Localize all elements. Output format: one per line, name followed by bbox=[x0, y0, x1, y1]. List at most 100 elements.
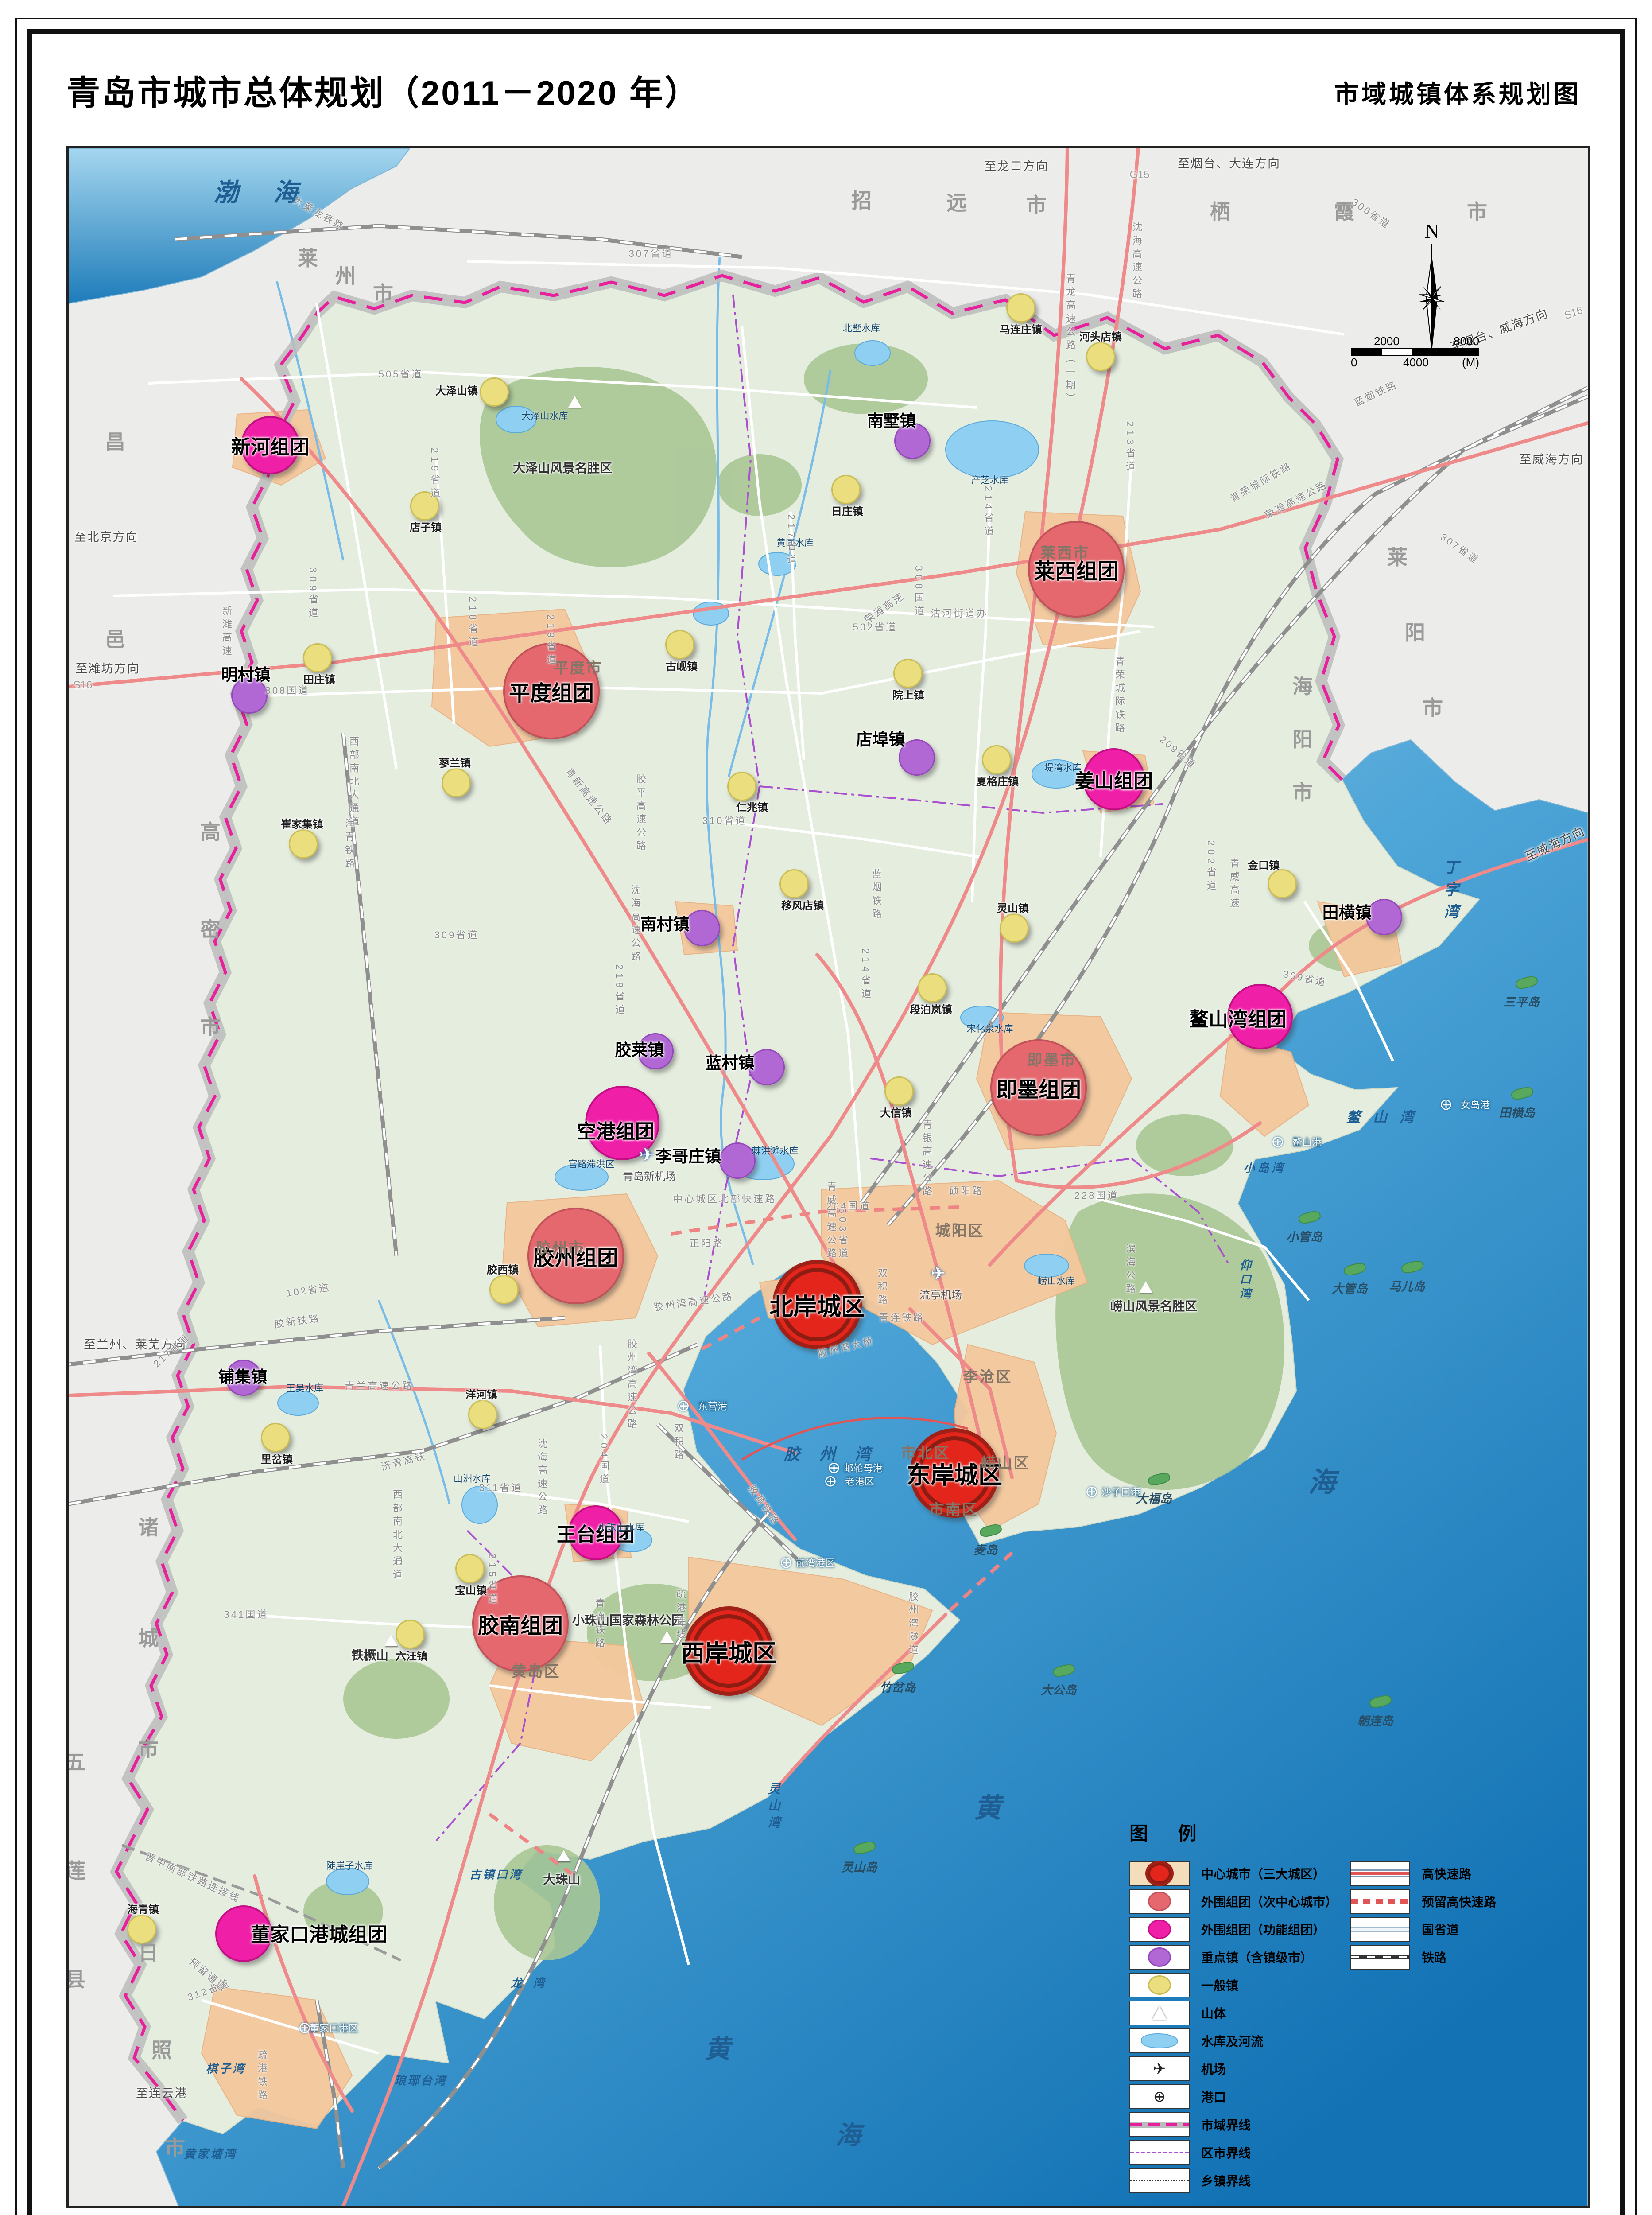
key-town-circle bbox=[637, 1033, 674, 1069]
port-icon: ⊕ bbox=[779, 1553, 793, 1571]
cluster-label: 董家口港城组团 bbox=[251, 1924, 387, 1946]
legend-icon-national-road bbox=[1350, 1916, 1410, 1942]
key-town-label: 铺集镇 bbox=[218, 1368, 268, 1386]
adjacent-city-label: 市 bbox=[1292, 781, 1313, 804]
town-circle bbox=[455, 1554, 485, 1583]
legend-item-label: 重点镇（含镇级市） bbox=[1201, 1951, 1313, 1965]
legend-item-airport: ✈ 机场 bbox=[1129, 2055, 1338, 2083]
subcenter-circle bbox=[1028, 521, 1125, 618]
town-label: 里岔镇 bbox=[261, 1453, 293, 1466]
road-label: 海青铁路 bbox=[344, 818, 355, 871]
island-label: 田横岛 bbox=[1499, 1106, 1535, 1120]
sea-label: 丁字湾 bbox=[1441, 859, 1458, 926]
road-label: 503省道 bbox=[837, 1208, 848, 1262]
road-label: 214省道 bbox=[983, 486, 994, 540]
town-circle bbox=[410, 491, 439, 521]
center-city-label: 西岸城区 bbox=[681, 1640, 776, 1667]
cluster-circle bbox=[585, 1086, 659, 1160]
legend-icon-city-boundary bbox=[1129, 2112, 1190, 2137]
center-city-circle bbox=[910, 1428, 999, 1518]
road-label: 西部南北大通道 bbox=[348, 736, 359, 829]
legend-icon-water bbox=[1129, 2028, 1190, 2053]
subcenter-label: 平度组团 bbox=[508, 682, 594, 705]
town-label: 日庄镇 bbox=[831, 505, 863, 518]
scale-2000: 2000 bbox=[1374, 334, 1400, 348]
legend-item-label: 机场 bbox=[1201, 2062, 1226, 2076]
road-label: 青兰高速公路 bbox=[344, 1380, 414, 1391]
adjacent-city-label: 市 bbox=[1423, 696, 1443, 719]
mountain-label: 大泽山风景名胜区 bbox=[512, 461, 613, 475]
town-circle bbox=[727, 772, 756, 801]
legend-icon-subcenter bbox=[1129, 1889, 1190, 1914]
town-label: 灵山镇 bbox=[997, 902, 1029, 915]
road-label: 青连铁路 bbox=[594, 1598, 605, 1651]
district-label: 城阳区 bbox=[935, 1222, 985, 1240]
legend-item-cluster: 外围组团（功能组团） bbox=[1129, 1915, 1338, 1943]
mountain-peak-icon bbox=[1139, 1281, 1152, 1293]
town-label: 大泽山镇 bbox=[435, 385, 478, 397]
road-label: 青银高速公路 bbox=[921, 1119, 932, 1199]
legend-icon-railway bbox=[1350, 1944, 1410, 1970]
town-circle bbox=[489, 1275, 519, 1304]
legend-item-label: 区市界线 bbox=[1201, 2146, 1251, 2160]
legend-item-label: 中心城市（三大城区） bbox=[1201, 1867, 1326, 1881]
adjacent-city-label: 莱 bbox=[1387, 546, 1408, 569]
subcenter-label: 即墨组团 bbox=[996, 1078, 1082, 1102]
legend-item-town-boundary: 乡镇界线 bbox=[1129, 2166, 1338, 2194]
subcenter-label: 莱西组团 bbox=[1033, 560, 1119, 583]
adjacent-city-label: 阳 bbox=[1292, 728, 1313, 751]
town-label: 河头店镇 bbox=[1079, 331, 1122, 343]
adjacent-city-label: 阳 bbox=[1405, 621, 1425, 644]
island-label: 大福岛 bbox=[1136, 1492, 1172, 1506]
key-town-label: 明村镇 bbox=[221, 666, 271, 684]
key-town-label: 李哥庄镇 bbox=[655, 1147, 721, 1166]
legend-item-label: 国省道 bbox=[1422, 1923, 1459, 1937]
mountain-label: 小珠山国家森林公园 bbox=[572, 1613, 684, 1627]
road-label: 214省道 bbox=[860, 948, 871, 1002]
water-label: 宋化泉水库 bbox=[966, 1024, 1013, 1034]
water-label: 官路滞洪区 bbox=[568, 1159, 615, 1170]
water-label: 王吴水库 bbox=[286, 1383, 323, 1394]
port-icon: ⊕ bbox=[823, 1472, 838, 1490]
legend-item-mountain: 山体 bbox=[1129, 1999, 1338, 2027]
legend-icon-expressway bbox=[1350, 1861, 1410, 1886]
sea-label: 仰口湾 bbox=[1238, 1259, 1251, 1302]
town-circle bbox=[1268, 869, 1297, 898]
road-label: 341国道 bbox=[224, 1609, 269, 1620]
water-label: 产芝水库 bbox=[971, 475, 1008, 486]
road-label: 胶平高速公路 bbox=[635, 774, 646, 854]
town-circle bbox=[893, 659, 923, 688]
adjacent-city-label: 市 bbox=[200, 1015, 221, 1038]
town-circle bbox=[396, 1620, 425, 1649]
sea-label: 黄 bbox=[973, 1793, 1002, 1823]
district-label: 平度市 bbox=[553, 660, 603, 677]
legend: 图 例 中心城市（三大城区） 外围组团（次中心城市） 外围组团（功能组团） 重点镇（含… bbox=[1129, 1819, 1581, 2193]
legend-item-label: 港口 bbox=[1201, 2090, 1226, 2104]
key-town-circle bbox=[231, 677, 268, 714]
road-label: 沈海高速公路 bbox=[1131, 222, 1142, 302]
legend-icon-town-boundary bbox=[1129, 2168, 1190, 2193]
cluster-label: 王台组团 bbox=[557, 1524, 635, 1546]
legend-item-label: 乡镇界线 bbox=[1201, 2174, 1251, 2188]
key-town-label: 蓝村镇 bbox=[705, 1054, 755, 1072]
road-label: 中心城区北部快速路 bbox=[672, 1193, 777, 1205]
cluster-circle bbox=[1227, 984, 1293, 1049]
road-label: 青威高速公路 bbox=[826, 1181, 837, 1261]
subcenter-circle bbox=[503, 643, 600, 739]
direction-label: 至潍坊方向 bbox=[75, 662, 140, 676]
town-circle bbox=[982, 745, 1011, 774]
water-label: 堤湾水库 bbox=[1044, 763, 1082, 773]
road-label: 204国道 bbox=[826, 1201, 871, 1212]
road-label: 青连铁路 bbox=[878, 1312, 925, 1323]
adjacent-city-label: 市 bbox=[165, 2136, 185, 2159]
town-circle bbox=[468, 1400, 497, 1429]
water-label: 北墅水库 bbox=[843, 323, 880, 334]
airport-label: 流亭机场 bbox=[919, 1289, 962, 1302]
adjacent-city-label: 市 bbox=[1026, 194, 1047, 217]
legend-title: 图 例 bbox=[1129, 1823, 1209, 1844]
legend-icon-keytown bbox=[1129, 1944, 1190, 1970]
key-town-label: 南村镇 bbox=[640, 915, 690, 933]
cluster-label: 空港组团 bbox=[577, 1121, 655, 1142]
road-label: 311省道 bbox=[479, 1482, 523, 1493]
